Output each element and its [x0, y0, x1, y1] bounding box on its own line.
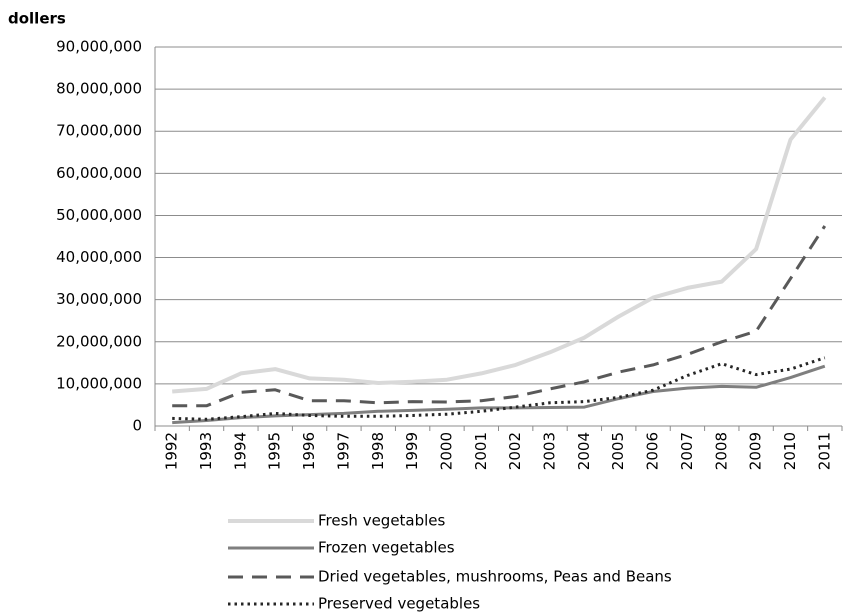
x-tick-label: 1995 [266, 432, 284, 470]
x-tick-label: 2003 [541, 432, 559, 470]
x-tick-label: 2002 [506, 432, 524, 470]
x-tick-label: 1993 [197, 432, 215, 470]
x-tick-label: 2011 [815, 432, 833, 470]
legend-label: Dried vegetables, mushrooms, Peas and Be… [318, 568, 672, 586]
x-tick-label: 1994 [231, 432, 249, 470]
legend-label: Preserved vegetables [318, 595, 480, 613]
y-tick-label: 40,000,000 [56, 248, 142, 266]
legend-label: Fresh vegetables [318, 512, 446, 530]
x-tick-label: 2009 [747, 432, 765, 470]
x-tick-label: 2010 [781, 432, 799, 470]
x-tick-label: 2000 [437, 432, 455, 470]
x-tick-label: 1998 [369, 432, 387, 470]
y-tick-label: 80,000,000 [56, 80, 142, 98]
x-tick-label: 1992 [163, 432, 181, 470]
y-tick-label: 20,000,000 [56, 332, 142, 350]
x-tick-label: 1996 [300, 432, 318, 470]
x-tick-label: 2001 [472, 432, 490, 470]
x-tick-label: 2005 [609, 432, 627, 470]
legend-label: Frozen vegetables [318, 539, 455, 557]
x-tick-label: 1999 [403, 432, 421, 470]
chart-title: dollers [8, 10, 66, 28]
x-tick-label: 2004 [575, 432, 593, 470]
y-tick-label: 0 [132, 417, 142, 435]
series-line [172, 356, 826, 421]
y-tick-label: 50,000,000 [56, 206, 142, 224]
x-tick-label: 2007 [678, 432, 696, 470]
series-line [172, 96, 827, 394]
y-tick-label: 10,000,000 [56, 374, 142, 392]
y-tick-label: 70,000,000 [56, 122, 142, 140]
x-tick-label: 2008 [712, 432, 730, 470]
y-tick-label: 90,000,000 [56, 38, 142, 56]
x-tick-label: 2006 [644, 432, 662, 470]
series-line [172, 225, 827, 408]
y-tick-label: 60,000,000 [56, 164, 142, 182]
y-tick-label: 30,000,000 [56, 290, 142, 308]
x-tick-label: 1997 [334, 432, 352, 470]
